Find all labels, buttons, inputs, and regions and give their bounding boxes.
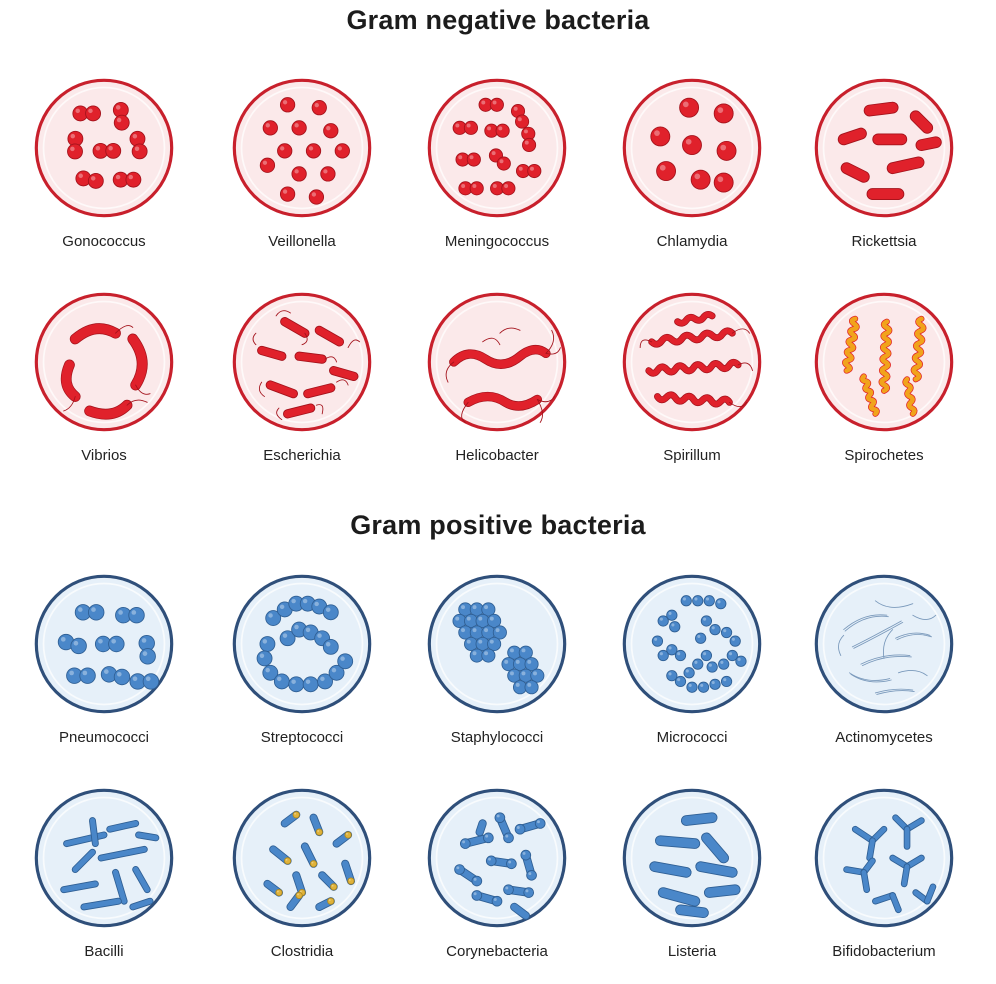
bacteria-label: Rickettsia: [851, 233, 917, 250]
vibrios-icon: [34, 292, 174, 432]
bacteria-card: Meningococcus: [405, 70, 585, 270]
bacteria-card: Micrococci: [600, 566, 780, 766]
bacteria-label: Pneumococci: [58, 729, 150, 746]
bacteria-label: Veillonella: [268, 233, 336, 250]
bacteria-label: Corynebacteria: [446, 943, 548, 960]
chlamydia-icon: [622, 78, 762, 218]
escherichia-icon: [232, 292, 372, 432]
listeria-icon: [622, 788, 762, 928]
bacteria-label: Vibrios: [81, 447, 127, 464]
rickettsia-icon: [814, 78, 954, 218]
bacteria-card: Rickettsia: [792, 70, 972, 270]
bacteria-card: Corynebacteria: [405, 780, 585, 980]
bacteria-card: Escherichia: [210, 284, 390, 484]
spirochetes-icon: [814, 292, 954, 432]
bacteria-label: Helicobacter: [455, 447, 539, 464]
gram-negative-title: Gram negative bacteria: [346, 5, 650, 35]
bacteria-card: Spirillum: [600, 284, 780, 484]
bacteria-label: Bacilli: [84, 943, 124, 960]
bacteria-card: Listeria: [600, 780, 780, 980]
bacteria-label: Chlamydia: [656, 233, 728, 250]
bacteria-card: Bacilli: [12, 780, 192, 980]
pneumococci-icon: [34, 574, 174, 714]
bacteria-card: Streptococci: [210, 566, 390, 766]
bacteria-card: Gonococcus: [12, 70, 192, 270]
bacteria-label: Micrococci: [656, 729, 728, 746]
bacteria-label: Meningococcus: [444, 233, 550, 250]
bacteria-card: Actinomycetes: [792, 566, 972, 766]
clostridia-icon: [232, 788, 372, 928]
bacteria-card: Bifidobacterium: [792, 780, 972, 980]
bacteria-label: Spirochetes: [844, 447, 924, 464]
bacteria-card: Staphylococci: [405, 566, 585, 766]
bacteria-label: Listeria: [667, 943, 717, 960]
bacteria-card: Veillonella: [210, 70, 390, 270]
gram-positive-title: Gram positive bacteria: [350, 510, 646, 540]
staphylococci-icon: [427, 574, 567, 714]
bacteria-label: Spirillum: [663, 447, 721, 464]
bacteria-label: Actinomycetes: [835, 729, 933, 746]
spirillum-icon: [622, 292, 762, 432]
bacteria-label: Escherichia: [263, 447, 341, 464]
bacilli-icon: [34, 788, 174, 928]
bacteria-card: Chlamydia: [600, 70, 780, 270]
meningococcus-icon: [427, 78, 567, 218]
veillonella-icon: [232, 78, 372, 218]
micrococci-icon: [622, 574, 762, 714]
bacteria-label: Staphylococci: [450, 729, 544, 746]
actinomycetes-icon: [814, 574, 954, 714]
bifidobacterium-icon: [814, 788, 954, 928]
bacteria-card: Clostridia: [210, 780, 390, 980]
bacteria-card: Vibrios: [12, 284, 192, 484]
bacteria-card: Helicobacter: [405, 284, 585, 484]
bacteria-label: Bifidobacterium: [832, 943, 936, 960]
bacteria-card: Spirochetes: [792, 284, 972, 484]
bacteria-label: Streptococci: [260, 729, 344, 746]
bacteria-label: Gonococcus: [62, 233, 146, 250]
streptococci-icon: [232, 574, 372, 714]
corynebacteria-icon: [427, 788, 567, 928]
helicobacter-icon: [427, 292, 567, 432]
bacteria-card: Pneumococci: [12, 566, 192, 766]
gonococcus-icon: [34, 78, 174, 218]
bacteria-label: Clostridia: [270, 943, 334, 960]
